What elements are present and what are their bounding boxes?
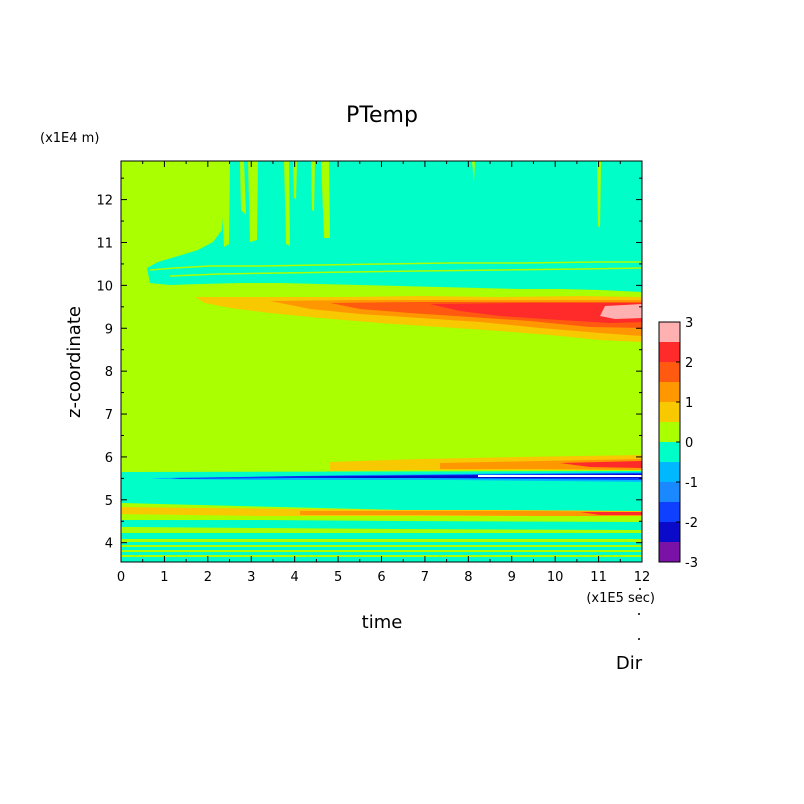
colorbar-tick-label: 3 bbox=[685, 316, 693, 331]
y-tick-label: 4 bbox=[105, 537, 113, 552]
fringe-lines bbox=[149, 261, 642, 277]
y-axis: 4 5 6 7 8 9 10 11 12 bbox=[96, 177, 642, 552]
stripe-cyan-3 bbox=[121, 542, 642, 545]
colorbar-tick-label: 2 bbox=[685, 356, 693, 371]
x-tick-label: 1 bbox=[160, 570, 168, 585]
x-tick-label: 12 bbox=[634, 570, 651, 585]
colorbar-swatch bbox=[659, 502, 680, 522]
y-tick-label: 11 bbox=[96, 236, 113, 251]
green-spikes bbox=[220, 161, 601, 247]
colorbar-swatch bbox=[659, 542, 680, 562]
x-tick-label: 11 bbox=[590, 570, 607, 585]
mid-band-orange bbox=[440, 459, 642, 470]
y-tick-label: 5 bbox=[105, 494, 113, 509]
low-band-orange bbox=[300, 511, 642, 516]
x-tick-label: 9 bbox=[508, 570, 516, 585]
x-tick-label: 4 bbox=[291, 570, 299, 585]
warm-band-red bbox=[430, 303, 642, 323]
stripe-cyan-2 bbox=[121, 533, 642, 539]
colorbar-tick-label: -2 bbox=[685, 516, 698, 531]
y-tick-label: 6 bbox=[105, 451, 113, 466]
colorbar-swatch bbox=[659, 422, 680, 442]
colorbar-tick-label: 1 bbox=[685, 396, 693, 411]
colorbar-swatch bbox=[659, 362, 680, 382]
y-tick-label: 7 bbox=[105, 408, 113, 423]
y-axis-label: z-coordinate bbox=[64, 306, 85, 418]
warm-band-pink bbox=[600, 304, 642, 319]
y-tick-label: 8 bbox=[105, 365, 113, 380]
colorbar-tick-label: -3 bbox=[685, 556, 698, 571]
dot-marker bbox=[639, 588, 641, 590]
y-unit-label: (x1E4 m) bbox=[40, 131, 99, 146]
stripe-cyan-1 bbox=[121, 520, 642, 530]
colorbar-tick-label: -1 bbox=[685, 476, 698, 491]
colorbar-tick-label: 0 bbox=[685, 436, 693, 451]
x-tick-label: 0 bbox=[117, 570, 125, 585]
dot-marker bbox=[638, 613, 640, 615]
colorbar-swatch bbox=[659, 482, 680, 502]
x-axis: 0 1 2 3 4 5 6 7 8 9 10 11 12 bbox=[117, 161, 650, 585]
dot-marker bbox=[638, 638, 640, 640]
y-tick-label: 10 bbox=[96, 279, 113, 294]
dir-label: Dir bbox=[616, 653, 643, 674]
colorbar-swatch bbox=[659, 342, 680, 362]
x-tick-label: 3 bbox=[247, 570, 255, 585]
chart-title: PTemp bbox=[346, 103, 418, 128]
x-tick-label: 5 bbox=[334, 570, 342, 585]
colorbar-swatch bbox=[659, 442, 680, 462]
x-tick-label: 10 bbox=[547, 570, 564, 585]
stripe-cyan-4 bbox=[121, 547, 642, 550]
colorbar-swatch bbox=[659, 462, 680, 482]
white-gap bbox=[478, 475, 642, 477]
colorbar-swatch bbox=[659, 382, 680, 402]
stripe-cyan-5 bbox=[121, 552, 642, 555]
mid-band-red bbox=[560, 461, 642, 468]
colorbar: -3 -2 -1 0 1 2 3 bbox=[658, 316, 698, 571]
y-tick-label: 9 bbox=[105, 322, 113, 337]
x-tick-label: 6 bbox=[377, 570, 385, 585]
colorbar-swatch bbox=[659, 402, 680, 422]
y-tick-label: 12 bbox=[96, 194, 113, 209]
low-band-red bbox=[580, 512, 642, 515]
colorbar-swatch bbox=[659, 522, 680, 542]
x-axis-label: time bbox=[362, 612, 403, 633]
x-unit-label: (x1E5 sec) bbox=[586, 591, 655, 606]
plot-area bbox=[121, 161, 642, 562]
x-tick-label: 7 bbox=[421, 570, 429, 585]
x-tick-label: 2 bbox=[204, 570, 212, 585]
lower-cyan-region bbox=[121, 471, 642, 515]
colorbar-swatch bbox=[659, 322, 680, 342]
x-tick-label: 8 bbox=[464, 570, 472, 585]
